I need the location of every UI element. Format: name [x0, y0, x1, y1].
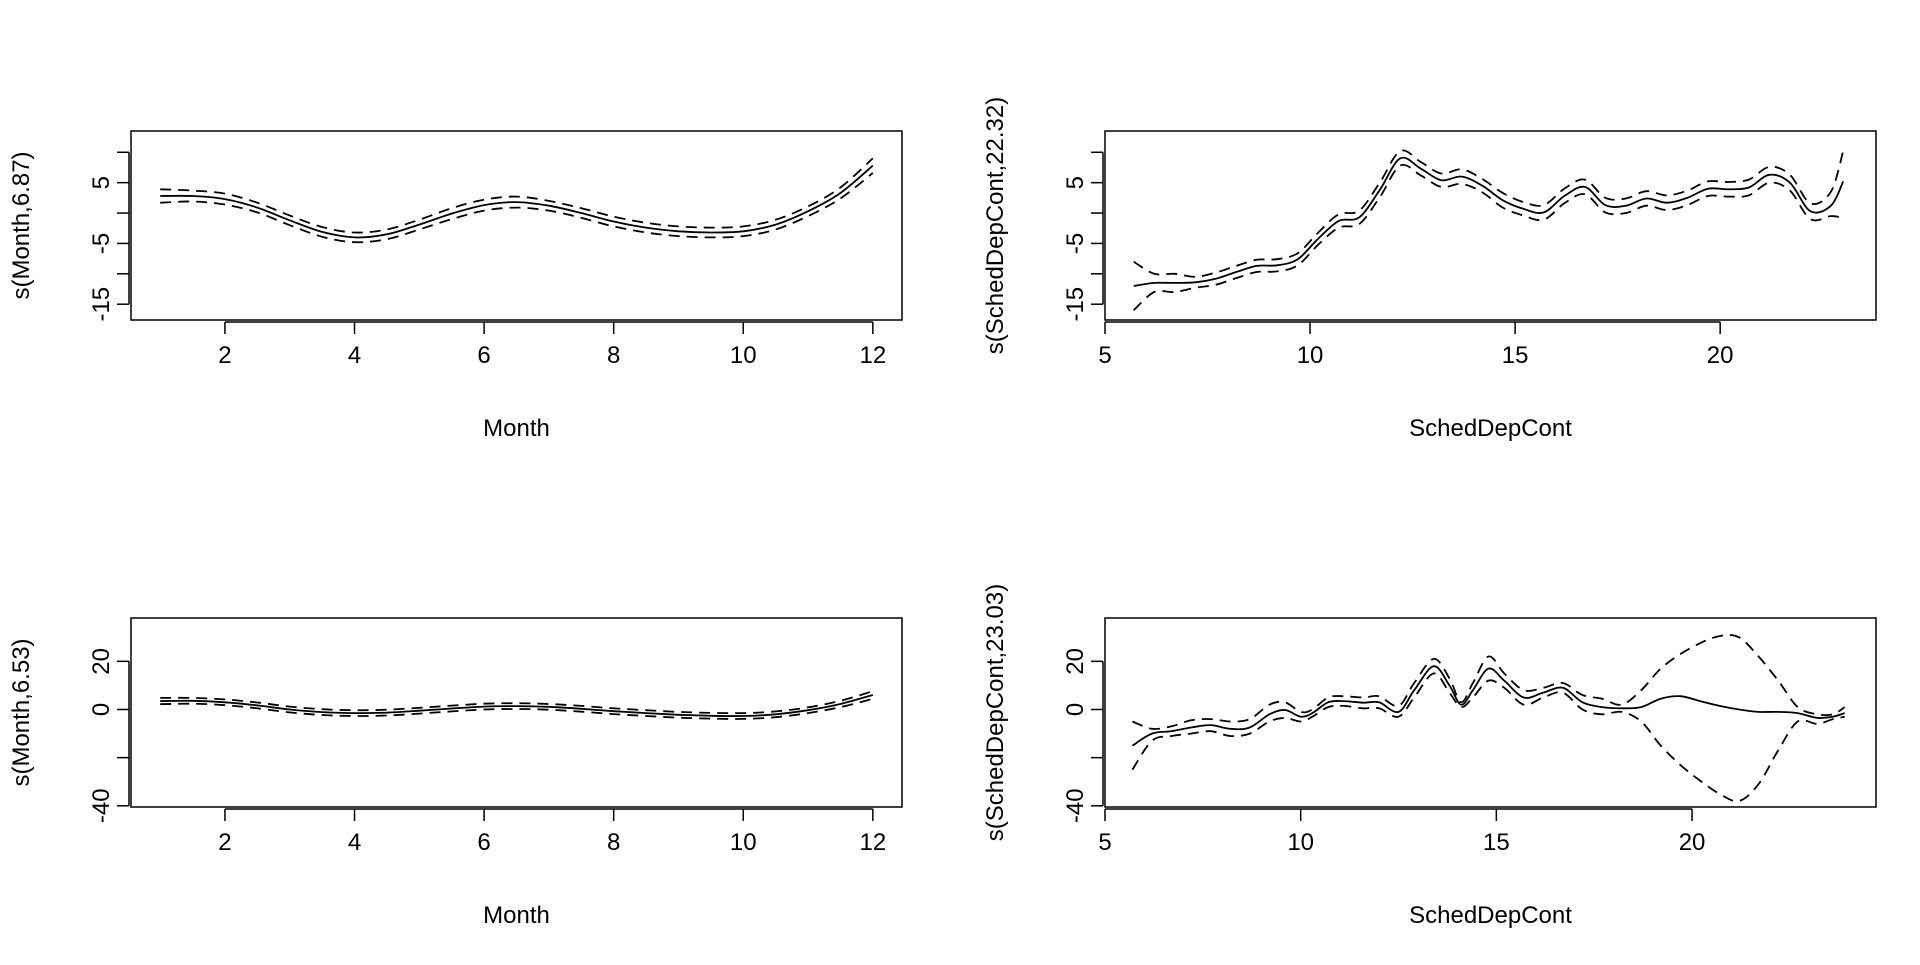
smooth-fit-line: [160, 164, 874, 239]
panel-4: 5 10 15 20 -40 0 20 SchedDepCont s(SchedDepCont,…: [982, 584, 1877, 929]
y-tick-label: -40: [1062, 788, 1089, 823]
x-axis-label: SchedDepCont: [1409, 415, 1572, 442]
x-tick-label: 15: [1502, 342, 1529, 369]
x-tick-label: 8: [607, 829, 620, 856]
x-tick-label: 5: [1098, 342, 1111, 369]
x-tick-label: 12: [859, 342, 886, 369]
panel-1: 2 4 6 8 10 12 -15 -5 5 Month s(Month,6.87): [8, 130, 903, 442]
y-tick-label: 0: [1062, 703, 1089, 716]
x-axis-label: SchedDepCont: [1409, 902, 1572, 929]
x-tick-label: 6: [477, 342, 490, 369]
y-tick-label: -5: [88, 233, 115, 254]
x-tick-label: 10: [730, 829, 757, 856]
smooth-fit-line: [1133, 156, 1845, 287]
confidence-band-upper: [1133, 149, 1845, 278]
y-tick-label: -15: [1062, 287, 1089, 322]
y-tick-label: 5: [88, 176, 115, 189]
confidence-band-lower: [1131, 672, 1845, 803]
x-axis-label: Month: [483, 902, 550, 929]
x-tick-label: 10: [730, 342, 757, 369]
y-tick-label: 0: [88, 703, 115, 716]
plot-frame: [130, 130, 903, 321]
x-tick-label: 2: [218, 829, 231, 856]
x-tick-label: 8: [607, 342, 620, 369]
panel-3: 2 4 6 8 10 12 -40 0 20 Month s(Month,6.53): [8, 617, 903, 929]
y-axis-label: s(Month,6.87): [8, 151, 35, 299]
x-tick-label: 12: [859, 829, 886, 856]
x-tick-label: 15: [1483, 829, 1510, 856]
x-axis-label: Month: [483, 415, 550, 442]
smooth-fit-line: [160, 694, 874, 717]
confidence-band-upper: [160, 157, 874, 234]
plot-frame: [1104, 130, 1877, 321]
x-tick-label: 10: [1297, 342, 1324, 369]
y-axis-label: s(SchedDepCont,22.32): [982, 97, 1009, 354]
y-tick-label: 20: [1062, 648, 1089, 675]
y-axis-label: s(SchedDepCont,23.03): [982, 584, 1009, 841]
y-tick-label: -15: [88, 287, 115, 322]
plot-frame: [1104, 617, 1877, 808]
x-tick-label: 2: [218, 342, 231, 369]
confidence-band-lower: [160, 172, 874, 244]
x-tick-label: 20: [1679, 829, 1706, 856]
panel-2: 5 10 15 20 -15 -5 5 SchedDepCont s(SchedDepCont,…: [982, 97, 1877, 442]
confidence-band-upper: [1132, 634, 1846, 730]
y-tick-label: -40: [88, 788, 115, 823]
x-tick-label: 4: [348, 342, 361, 369]
smooth-fit-line: [1131, 665, 1845, 747]
x-tick-label: 20: [1707, 342, 1734, 369]
x-tick-label: 4: [348, 829, 361, 856]
y-tick-label: -5: [1062, 233, 1089, 254]
y-tick-label: 20: [88, 648, 115, 675]
confidence-band-upper: [160, 690, 874, 715]
x-tick-label: 5: [1098, 829, 1111, 856]
plot-frame: [130, 617, 903, 808]
confidence-band-lower: [1133, 163, 1844, 311]
y-tick-label: 5: [1062, 176, 1089, 189]
y-axis-label: s(Month,6.53): [8, 638, 35, 786]
x-tick-label: 10: [1287, 829, 1314, 856]
x-tick-label: 6: [477, 829, 490, 856]
